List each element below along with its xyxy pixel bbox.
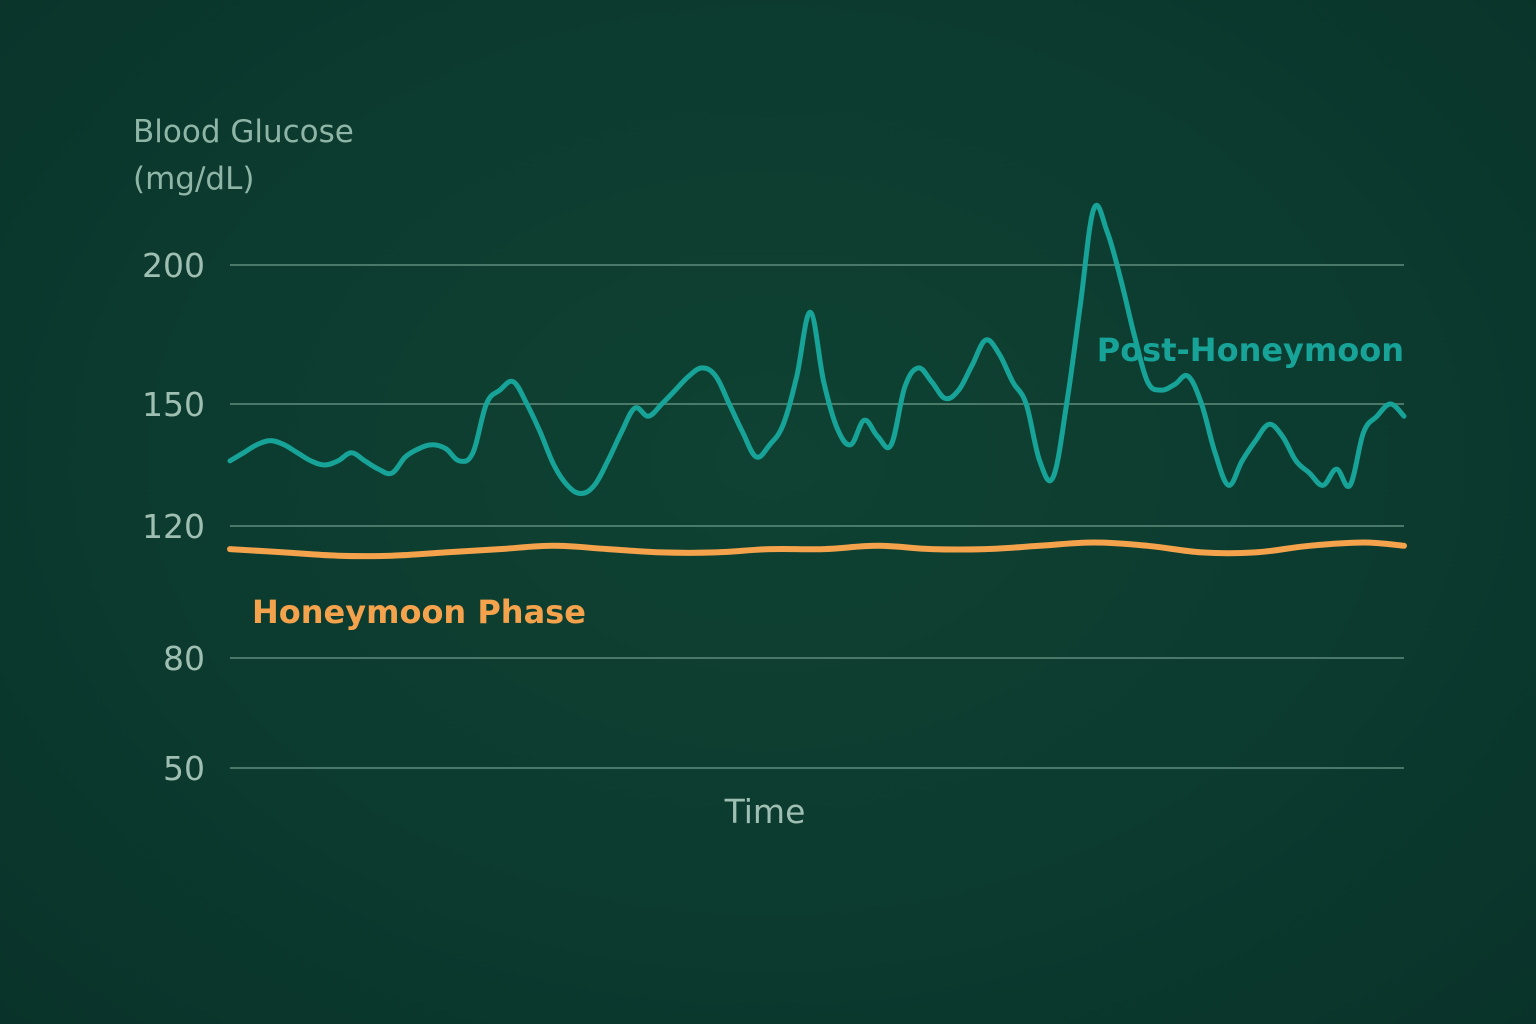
y-tick-label-200: 200: [142, 246, 205, 285]
y-tick-label-50: 50: [163, 749, 205, 788]
y-tick-labels: 200 150 120 80 50: [142, 246, 205, 788]
grid-layer: [230, 264, 1404, 769]
y-axis-label-line-2: (mg/dL): [133, 161, 254, 197]
x-axis-label: Time: [724, 792, 806, 831]
series-label-post-honeymoon: Post-Honeymoon: [1097, 331, 1404, 369]
series-layer: [227, 202, 1407, 560]
series-line-honeymoon-phase: [227, 539, 1407, 560]
y-axis-label-line-1: Blood Glucose: [133, 114, 354, 150]
series-line-post-honeymoon: [227, 202, 1407, 496]
y-tick-label-80: 80: [163, 639, 205, 678]
y-tick-label-120: 120: [142, 507, 205, 546]
series-label-honeymoon-phase: Honeymoon Phase: [252, 593, 586, 631]
y-tick-label-150: 150: [142, 385, 205, 424]
